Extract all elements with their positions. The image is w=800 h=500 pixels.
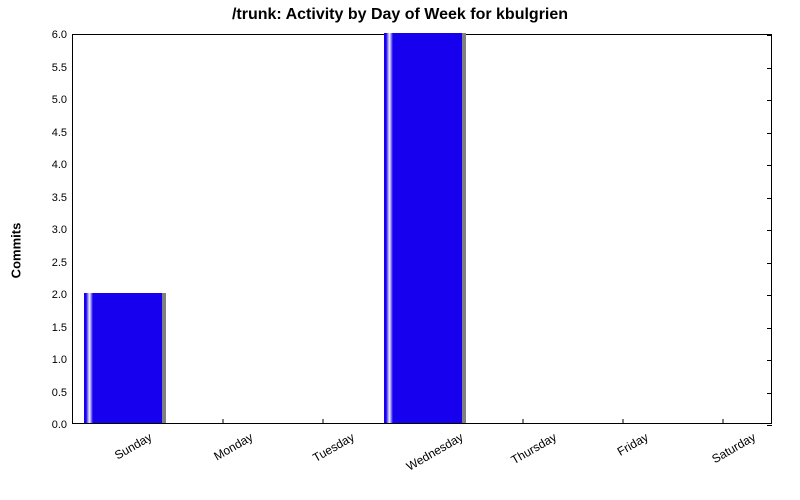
x-tick-label: Friday <box>611 423 651 459</box>
y-tick-label: 1.5 <box>52 322 73 334</box>
y-tick-mark <box>767 165 772 166</box>
y-tick-label: 6.0 <box>52 29 73 41</box>
y-tick-mark <box>767 68 772 69</box>
x-tick-label: Monday <box>207 423 255 463</box>
bar <box>384 33 462 423</box>
y-tick-mark <box>767 295 772 296</box>
chart-container: /trunk: Activity by Day of Week for kbul… <box>0 0 800 500</box>
y-tick-label: 3.5 <box>52 192 73 204</box>
y-tick-label: 3.0 <box>52 224 73 236</box>
y-tick-label: 4.0 <box>52 159 73 171</box>
y-tick-label: 0.5 <box>52 387 73 399</box>
y-tick-mark <box>767 425 772 426</box>
x-tick-mark <box>723 419 724 424</box>
x-tick-label: Tuesday <box>306 423 356 465</box>
bar-highlight <box>86 293 92 423</box>
y-tick-label: 2.5 <box>52 257 73 269</box>
y-tick-mark <box>767 35 772 36</box>
y-tick-mark <box>767 360 772 361</box>
x-tick-label: Sunday <box>108 423 154 462</box>
y-tick-mark <box>767 328 772 329</box>
x-tick-label: Saturday <box>705 423 758 466</box>
y-tick-label: 4.5 <box>52 127 73 139</box>
x-tick-label: Wednesday <box>400 423 466 474</box>
bar <box>84 293 162 423</box>
x-tick-mark <box>223 419 224 424</box>
y-tick-label: 2.0 <box>52 289 73 301</box>
y-tick-label: 5.0 <box>52 94 73 106</box>
chart-title: /trunk: Activity by Day of Week for kbul… <box>0 6 800 24</box>
y-tick-mark <box>767 393 772 394</box>
y-tick-mark <box>767 133 772 134</box>
y-tick-label: 5.5 <box>52 62 73 74</box>
y-tick-mark <box>767 230 772 231</box>
y-tick-label: 1.0 <box>52 354 73 366</box>
plot-area: 0.00.51.01.52.02.53.03.54.04.55.05.56.0S… <box>72 34 772 424</box>
x-tick-mark <box>323 419 324 424</box>
x-tick-mark <box>523 419 524 424</box>
y-tick-mark <box>767 263 772 264</box>
y-tick-mark <box>767 100 772 101</box>
bar-highlight <box>386 33 392 423</box>
x-tick-label: Thursday <box>505 423 559 467</box>
y-tick-mark <box>767 198 772 199</box>
y-axis-label-wrap: Commits <box>6 0 26 500</box>
y-axis-label: Commits <box>9 222 24 278</box>
y-tick-label: 0.0 <box>52 419 73 431</box>
x-tick-mark <box>623 419 624 424</box>
